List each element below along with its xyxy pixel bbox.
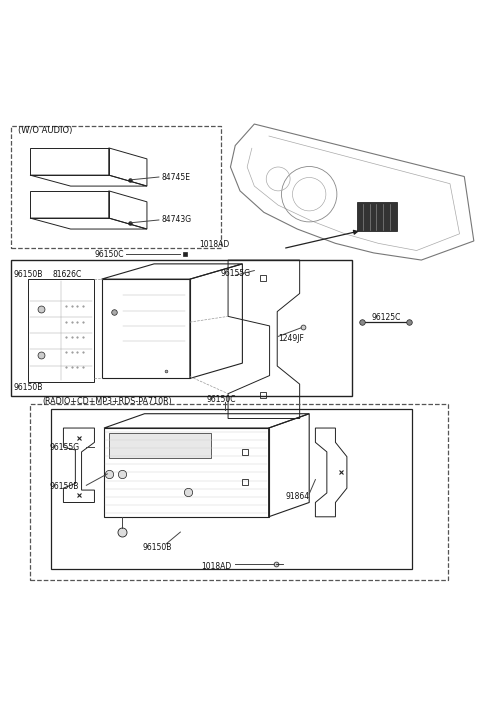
Text: 96150B: 96150B <box>14 383 43 392</box>
Text: 84743G: 84743G <box>161 215 192 225</box>
Text: 84745E: 84745E <box>161 173 190 181</box>
Text: 96150C: 96150C <box>206 395 236 404</box>
Text: 91864: 91864 <box>285 492 310 501</box>
Bar <box>109 433 211 458</box>
Bar <box>11 260 352 396</box>
Text: (RADIO+CD+MP3+RDS-PA710R): (RADIO+CD+MP3+RDS-PA710R) <box>42 397 172 406</box>
Bar <box>357 202 397 231</box>
Bar <box>11 127 221 248</box>
Text: 81626C: 81626C <box>53 270 82 279</box>
Bar <box>51 410 412 570</box>
Text: (W/O AUDIO): (W/O AUDIO) <box>18 126 72 135</box>
Text: 1018AD: 1018AD <box>199 240 230 250</box>
Text: 96150B: 96150B <box>49 482 79 491</box>
Text: 96125C: 96125C <box>371 313 401 322</box>
Text: 96155G: 96155G <box>49 443 79 451</box>
Text: 96150B: 96150B <box>14 270 43 279</box>
Bar <box>30 404 447 579</box>
Text: 96155G: 96155G <box>221 269 251 278</box>
Text: 96150C: 96150C <box>95 250 124 259</box>
Text: 1249JF: 1249JF <box>278 334 304 343</box>
Text: 1018AD: 1018AD <box>201 562 231 571</box>
Text: 96150B: 96150B <box>142 542 171 552</box>
